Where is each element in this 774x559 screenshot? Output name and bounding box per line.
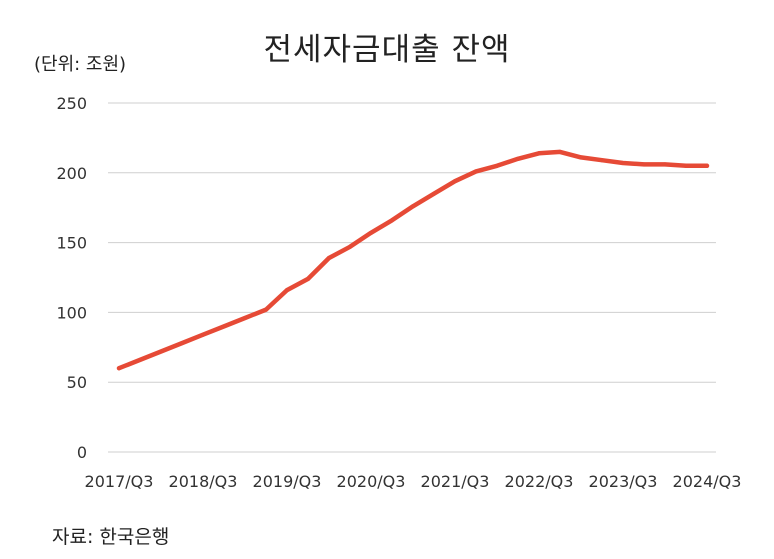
x-tick-label: 2019/Q3: [253, 472, 322, 491]
x-tick-label: 2024/Q3: [673, 472, 742, 491]
data-point: [663, 162, 667, 167]
data-point: [369, 230, 373, 235]
x-tick-label: 2018/Q3: [169, 472, 238, 491]
series-line: [116, 149, 710, 371]
y-tick-label: 200: [56, 164, 87, 183]
data-point: [432, 191, 436, 196]
data-point: [159, 349, 163, 354]
data-point: [579, 155, 583, 160]
data-point: [180, 341, 184, 346]
data-point: [537, 151, 541, 156]
data-point: [222, 324, 226, 329]
data-point: [495, 163, 499, 168]
y-tick-label: 50: [67, 373, 87, 392]
x-tick-label: 2022/Q3: [505, 472, 574, 491]
unit-label: (단위: 조원): [34, 54, 127, 75]
source-note: 자료: 한국은행: [52, 526, 170, 548]
chart-title: 전세자금대출 잔액: [263, 32, 511, 68]
data-point: [243, 315, 247, 320]
data-point: [306, 276, 310, 281]
x-tick-label: 2020/Q3: [337, 472, 406, 491]
data-point: [474, 169, 478, 174]
y-tick-label: 0: [77, 443, 87, 462]
data-point: [138, 357, 142, 362]
y-tick-label: 250: [56, 94, 87, 113]
x-tick-label: 2017/Q3: [85, 472, 154, 491]
data-point: [264, 307, 268, 312]
data-point: [600, 158, 604, 163]
y-tick-label: 150: [56, 234, 87, 253]
data-point: [516, 156, 520, 161]
data-point: [285, 288, 289, 293]
x-tick-label: 2023/Q3: [589, 472, 658, 491]
y-tick-label: 100: [56, 303, 87, 322]
data-point: [327, 255, 331, 260]
x-tick-label: 2021/Q3: [421, 472, 490, 491]
data-point: [642, 162, 646, 167]
data-point: [348, 244, 352, 249]
data-point: [705, 163, 709, 168]
data-point: [390, 218, 394, 223]
data-point: [621, 161, 625, 166]
data-point: [684, 163, 688, 168]
data-point: [411, 204, 415, 209]
data-point: [201, 332, 205, 337]
data-point: [117, 366, 121, 371]
data-point: [453, 179, 457, 184]
data-point: [558, 149, 562, 154]
